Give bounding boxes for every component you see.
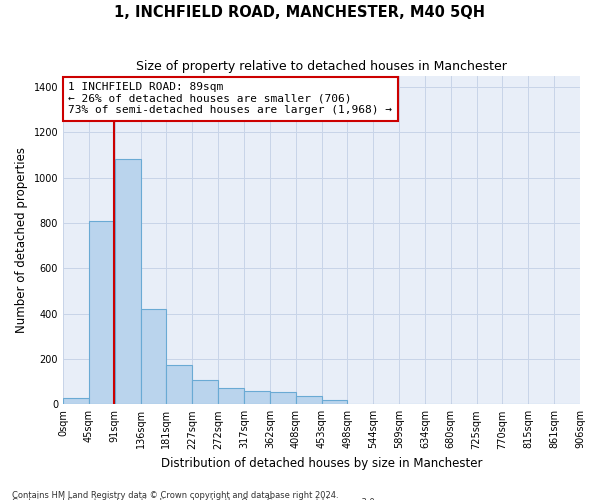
Bar: [63, 398, 89, 404]
Text: Contains HM Land Registry data © Crown copyright and database right 2024.: Contains HM Land Registry data © Crown c…: [12, 490, 338, 500]
Bar: [322, 400, 347, 404]
Bar: [140, 309, 166, 404]
Bar: [89, 220, 115, 404]
Bar: [218, 388, 244, 404]
Text: Contains public sector information licensed under the Open Government Licence v3: Contains public sector information licen…: [12, 498, 377, 500]
Bar: [270, 392, 296, 404]
Bar: [115, 160, 140, 404]
Bar: [192, 380, 218, 404]
Bar: [166, 364, 192, 405]
Text: 1, INCHFIELD ROAD, MANCHESTER, M40 5QH: 1, INCHFIELD ROAD, MANCHESTER, M40 5QH: [115, 5, 485, 20]
Y-axis label: Number of detached properties: Number of detached properties: [15, 147, 28, 333]
Bar: [244, 390, 270, 404]
X-axis label: Distribution of detached houses by size in Manchester: Distribution of detached houses by size …: [161, 457, 482, 470]
Title: Size of property relative to detached houses in Manchester: Size of property relative to detached ho…: [136, 60, 507, 73]
Bar: [296, 396, 322, 404]
Text: 1 INCHFIELD ROAD: 89sqm
← 26% of detached houses are smaller (706)
73% of semi-d: 1 INCHFIELD ROAD: 89sqm ← 26% of detache…: [68, 82, 392, 116]
